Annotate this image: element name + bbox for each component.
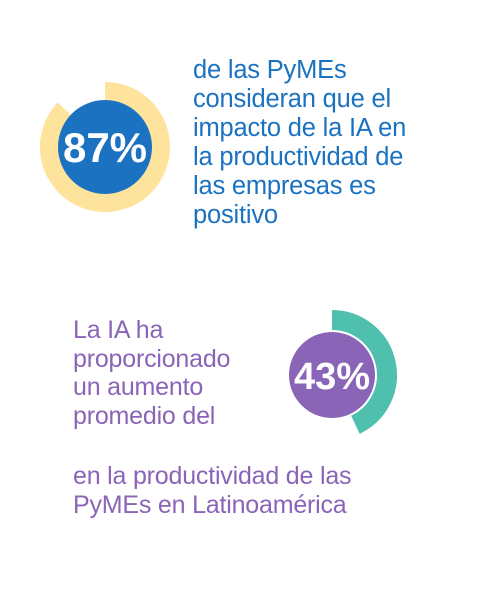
- text-line: promedio del: [73, 401, 216, 430]
- donut-chart-43: 43%: [289, 310, 397, 434]
- donut-arc-43: [331, 310, 397, 434]
- text-line: de las PyMEs: [193, 56, 347, 84]
- donut-value-label: 43%: [294, 356, 370, 398]
- donut-chart-87: 87%: [40, 82, 170, 212]
- stat-description-after: en la productividad de las PyMEs en Lati…: [73, 462, 453, 519]
- text-line: en la productividad de las: [73, 462, 352, 490]
- stat-description: de las PyMEs consideran que el impacto d…: [193, 56, 493, 230]
- text-line: impacto de la IA en: [193, 114, 407, 142]
- text-line: proporcionado: [73, 344, 231, 373]
- text-line: las empresas es: [193, 172, 376, 200]
- text-line: PyMEs en Latinoamérica: [73, 490, 347, 519]
- text-line: consideran que el: [193, 85, 391, 113]
- donut-value-label: 87%: [63, 124, 147, 171]
- stat-description-before: La IA ha proporcionado un aumento promed…: [73, 316, 303, 430]
- text-line: positivo: [193, 201, 278, 229]
- text-line: La IA ha: [73, 316, 164, 344]
- text-line: un aumento: [73, 373, 204, 401]
- donut-center-circle: [289, 332, 375, 418]
- donut-center-circle: [58, 100, 152, 194]
- donut-arc-87: [40, 82, 170, 212]
- text-line: la productividad de: [193, 143, 404, 171]
